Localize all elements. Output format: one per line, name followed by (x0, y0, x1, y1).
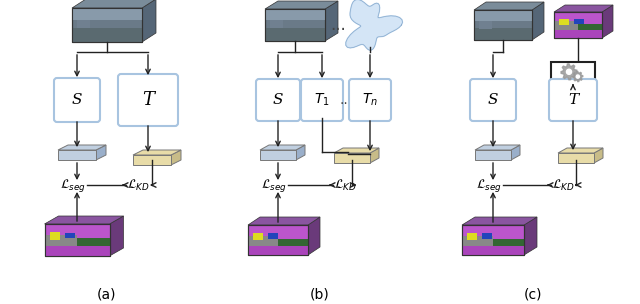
Polygon shape (248, 225, 308, 255)
Polygon shape (346, 0, 403, 50)
Text: T: T (568, 93, 578, 107)
Polygon shape (260, 145, 305, 150)
Polygon shape (248, 236, 278, 246)
Polygon shape (479, 20, 492, 29)
Polygon shape (334, 148, 379, 153)
Polygon shape (268, 233, 278, 239)
Text: $\mathcal{L}_{KD}$: $\mathcal{L}_{KD}$ (127, 178, 149, 192)
Polygon shape (248, 217, 320, 225)
Polygon shape (265, 28, 325, 41)
Text: ...: ... (330, 16, 346, 34)
Polygon shape (532, 2, 544, 40)
FancyBboxPatch shape (349, 79, 391, 121)
Polygon shape (72, 8, 142, 42)
Text: T: T (142, 91, 154, 109)
Polygon shape (462, 236, 493, 246)
Polygon shape (493, 239, 524, 246)
Polygon shape (554, 5, 613, 12)
Text: $\mathcal{L}_{seg}$: $\mathcal{L}_{seg}$ (476, 177, 502, 194)
Polygon shape (45, 216, 124, 224)
FancyBboxPatch shape (301, 79, 343, 121)
Polygon shape (554, 30, 602, 38)
Polygon shape (573, 72, 583, 81)
Polygon shape (561, 64, 577, 80)
Polygon shape (253, 233, 263, 240)
Text: $\mathcal{L}_{seg}$: $\mathcal{L}_{seg}$ (60, 177, 86, 194)
Polygon shape (296, 145, 305, 160)
Polygon shape (462, 217, 537, 225)
Polygon shape (578, 24, 602, 30)
Text: $\mathcal{L}_{seg}$: $\mathcal{L}_{seg}$ (261, 177, 287, 194)
Polygon shape (594, 148, 603, 163)
Polygon shape (474, 28, 532, 40)
Polygon shape (77, 238, 109, 247)
FancyBboxPatch shape (54, 78, 100, 122)
Polygon shape (325, 1, 338, 41)
Polygon shape (576, 75, 579, 78)
Text: S: S (273, 93, 284, 107)
Text: $\mathcal{L}_{KD}$: $\mathcal{L}_{KD}$ (333, 178, 356, 192)
Text: $T_1$: $T_1$ (314, 92, 330, 108)
Text: S: S (72, 93, 83, 107)
Polygon shape (96, 145, 106, 160)
FancyBboxPatch shape (256, 79, 300, 121)
Polygon shape (559, 19, 569, 25)
Text: $\mathcal{L}_{KD}$: $\mathcal{L}_{KD}$ (552, 178, 575, 192)
Polygon shape (467, 233, 477, 240)
Polygon shape (45, 235, 77, 247)
Polygon shape (72, 8, 142, 20)
FancyBboxPatch shape (470, 79, 516, 121)
Polygon shape (511, 145, 520, 160)
Polygon shape (524, 217, 537, 255)
Polygon shape (248, 246, 308, 255)
Polygon shape (45, 247, 109, 256)
Polygon shape (72, 28, 142, 42)
Polygon shape (77, 20, 90, 28)
Polygon shape (65, 233, 74, 238)
Polygon shape (109, 216, 124, 256)
Text: (b): (b) (310, 287, 330, 301)
Text: $T_n$: $T_n$ (362, 92, 378, 108)
Polygon shape (49, 232, 60, 240)
Polygon shape (566, 69, 572, 74)
Polygon shape (265, 9, 325, 20)
Polygon shape (58, 150, 96, 160)
Polygon shape (574, 19, 584, 24)
Polygon shape (462, 225, 524, 255)
Polygon shape (334, 153, 370, 163)
Polygon shape (474, 2, 544, 10)
Polygon shape (558, 148, 603, 153)
Polygon shape (554, 21, 578, 30)
Polygon shape (270, 20, 283, 28)
Polygon shape (265, 9, 325, 41)
Polygon shape (260, 150, 296, 160)
Polygon shape (370, 148, 379, 163)
Polygon shape (171, 150, 181, 165)
Polygon shape (475, 150, 511, 160)
Polygon shape (602, 5, 613, 38)
Polygon shape (265, 1, 338, 9)
Text: ...: ... (339, 93, 353, 107)
Polygon shape (462, 246, 524, 255)
Polygon shape (142, 0, 156, 42)
FancyBboxPatch shape (118, 74, 178, 126)
Polygon shape (58, 145, 106, 150)
Bar (551, 62, 595, 88)
Text: (c): (c) (524, 287, 542, 301)
Polygon shape (474, 10, 532, 20)
Polygon shape (554, 12, 602, 38)
Polygon shape (558, 153, 594, 163)
Text: S: S (488, 93, 499, 107)
Polygon shape (72, 0, 156, 8)
Polygon shape (482, 233, 492, 239)
Polygon shape (133, 155, 171, 165)
Polygon shape (45, 224, 109, 256)
Text: (a): (a) (97, 287, 116, 301)
Polygon shape (278, 239, 308, 246)
Polygon shape (474, 10, 532, 40)
Polygon shape (133, 150, 181, 155)
Polygon shape (308, 217, 320, 255)
FancyBboxPatch shape (549, 79, 597, 121)
Polygon shape (475, 145, 520, 150)
